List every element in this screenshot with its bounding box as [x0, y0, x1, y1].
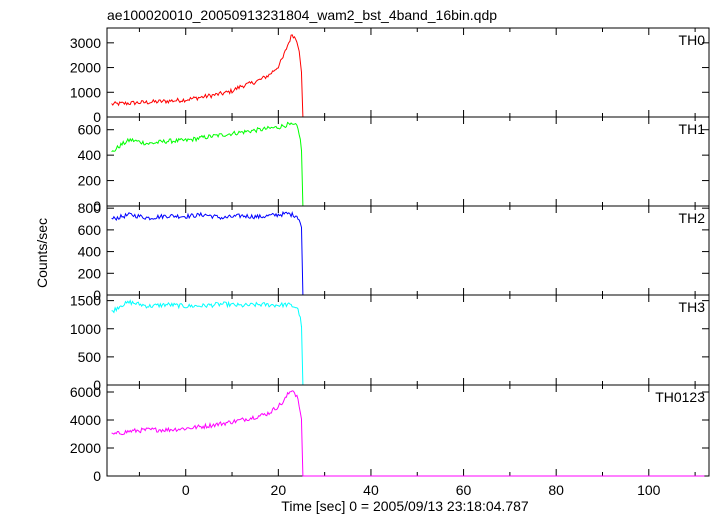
- y-tick-label: 500: [78, 349, 102, 365]
- x-axis: 0 20 40 60 80 100: [182, 482, 661, 498]
- panel-frame: [106, 27, 710, 118]
- panel-label-th0: TH0: [679, 32, 706, 48]
- x-tick-label: 40: [363, 482, 379, 498]
- y-tick-label: 800: [78, 200, 102, 216]
- x-tick-label: 0: [182, 482, 190, 498]
- y-tick-label: 1500: [70, 293, 101, 309]
- y-tick-label: 2000: [70, 440, 101, 456]
- panel-th0: 0 1000 2000 3000 TH0: [70, 27, 710, 125]
- x-tick-label: 80: [548, 482, 564, 498]
- series-line-th0123: [111, 390, 705, 477]
- y-tick-label: 3000: [70, 35, 101, 51]
- y-tick-label: 0: [93, 109, 101, 125]
- y-tick-label: 2000: [70, 60, 101, 76]
- panel-frame: [106, 384, 710, 477]
- panel-label-th1: TH1: [679, 121, 706, 137]
- panel-label-th2: TH2: [679, 210, 706, 226]
- x-tick-label: 60: [456, 482, 472, 498]
- panel-frame: [106, 116, 710, 207]
- x-axis-label: Time [sec] 0 = 2005/09/13 23:18:04.787: [281, 498, 529, 514]
- series-line-th0: [111, 34, 705, 118]
- y-tick-label: 400: [78, 147, 102, 163]
- panel-th2: 0 200 400 600 800 TH2: [78, 200, 710, 303]
- panel-frame: [106, 205, 710, 296]
- x-tick-label: 20: [271, 482, 287, 498]
- y-axis-label: Counts/sec: [34, 218, 50, 288]
- y-tick-label: 400: [78, 244, 102, 260]
- y-tick-label: 1000: [70, 84, 101, 100]
- y-tick-label: 0: [93, 198, 101, 214]
- y-tick-label: 0: [93, 377, 101, 393]
- panel-label-th3: TH3: [679, 299, 706, 315]
- panel-frame: [106, 294, 710, 386]
- panel-th0123: 0 2000 4000 6000 TH0123: [70, 384, 710, 484]
- chart-title: ae100020010_20050913231804_wam2_bst_4ban…: [107, 7, 497, 23]
- series-line-th1: [111, 121, 705, 207]
- y-tick-label: 200: [78, 173, 102, 189]
- y-tick-label: 600: [78, 122, 102, 138]
- y-tick-label: 600: [78, 222, 102, 238]
- x-tick-label: 100: [637, 482, 661, 498]
- y-tick-label: 200: [78, 265, 102, 281]
- y-tick-label: 1000: [70, 321, 101, 337]
- series-line-th2: [111, 210, 705, 296]
- panel-th1: 0 200 400 600 TH1: [78, 116, 710, 214]
- panel-label-th0123: TH0123: [655, 389, 705, 405]
- y-tick-label: 0: [93, 287, 101, 303]
- y-tick-label: 0: [93, 468, 101, 484]
- y-tick-label: 4000: [70, 412, 101, 428]
- series-line-th3: [111, 299, 705, 386]
- y-tick-label: 6000: [70, 384, 101, 400]
- panel-th3: 0 500 1000 1500 TH3: [70, 293, 710, 393]
- panels-layer: 0 1000 2000 3000 TH0 0 200 400 600 TH1 0 200 400 600 8…: [70, 27, 710, 484]
